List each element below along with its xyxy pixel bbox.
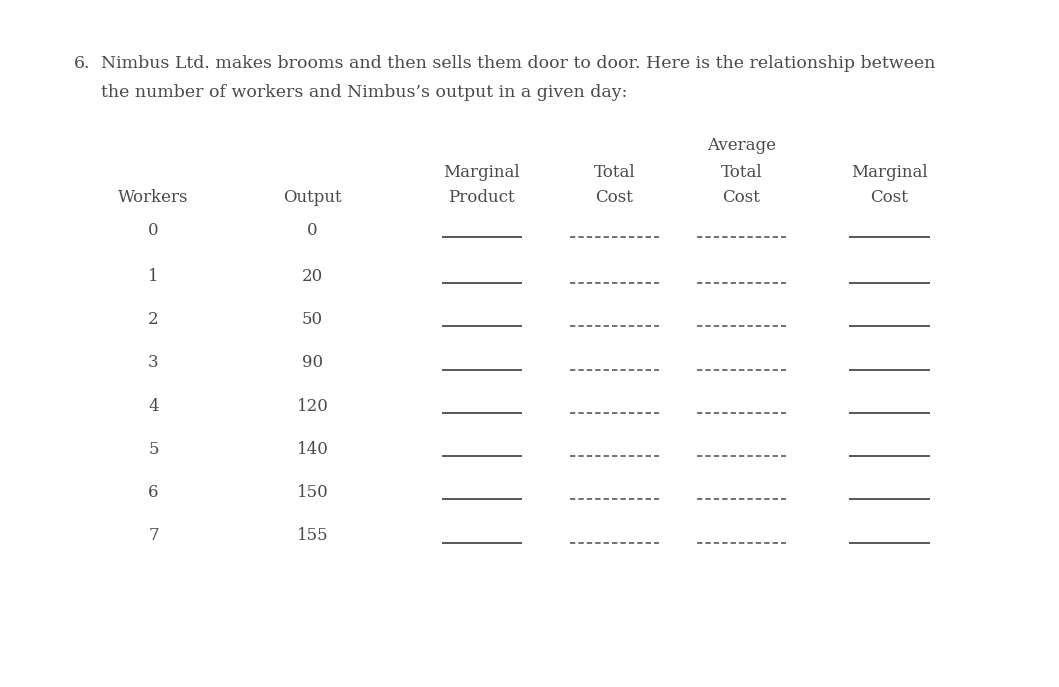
Text: the number of workers and Nimbus’s output in a given day:: the number of workers and Nimbus’s outpu… bbox=[101, 84, 627, 101]
Text: Average: Average bbox=[706, 137, 776, 155]
Text: Product: Product bbox=[449, 189, 515, 206]
Text: 5: 5 bbox=[148, 441, 159, 458]
Text: 0: 0 bbox=[307, 222, 318, 238]
Text: Cost: Cost bbox=[870, 189, 909, 206]
Text: 90: 90 bbox=[302, 354, 323, 371]
Text: 50: 50 bbox=[302, 311, 323, 328]
Text: 3: 3 bbox=[148, 354, 159, 371]
Text: Marginal: Marginal bbox=[444, 164, 520, 181]
Text: Cost: Cost bbox=[595, 189, 633, 206]
Text: 120: 120 bbox=[297, 398, 328, 414]
Text: 150: 150 bbox=[297, 484, 328, 501]
Text: 6: 6 bbox=[148, 484, 159, 501]
Text: Total: Total bbox=[720, 164, 762, 181]
Text: 6.: 6. bbox=[74, 55, 91, 72]
Text: Marginal: Marginal bbox=[851, 164, 928, 181]
Text: 20: 20 bbox=[302, 268, 323, 284]
Text: 4: 4 bbox=[148, 398, 159, 414]
Text: 2: 2 bbox=[148, 311, 159, 328]
Text: Workers: Workers bbox=[119, 189, 189, 206]
Text: Cost: Cost bbox=[722, 189, 760, 206]
Text: 1: 1 bbox=[148, 268, 159, 284]
Text: 140: 140 bbox=[297, 441, 328, 458]
Text: Total: Total bbox=[593, 164, 635, 181]
Text: Nimbus Ltd. makes brooms and then sells them door to door. Here is the relations: Nimbus Ltd. makes brooms and then sells … bbox=[101, 55, 935, 72]
Text: 7: 7 bbox=[148, 528, 159, 544]
Text: 0: 0 bbox=[148, 222, 159, 238]
Text: Output: Output bbox=[283, 189, 342, 206]
Text: 155: 155 bbox=[297, 528, 328, 544]
